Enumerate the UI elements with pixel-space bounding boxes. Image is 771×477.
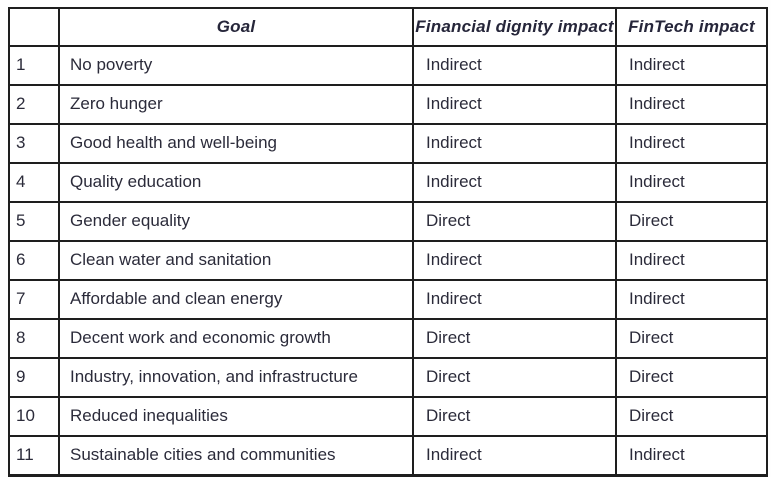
goal-number-cell: 1 <box>8 45 60 86</box>
fintech-impact-cell: Indirect <box>615 123 768 164</box>
goal-name-cell: Gender equality <box>58 201 414 242</box>
fintech-impact-cell: Direct <box>615 357 768 398</box>
table-row: 9 Industry, innovation, and infrastructu… <box>8 357 768 398</box>
financial-dignity-impact-cell: Direct <box>412 318 617 359</box>
goal-number-cell: 11 <box>8 435 60 477</box>
goal-name-cell: Affordable and clean energy <box>58 279 414 320</box>
goal-name-cell: Sustainable cities and communities <box>58 435 414 477</box>
table-row: 7 Affordable and clean energy Indirect I… <box>8 279 768 320</box>
fintech-impact-cell: Indirect <box>615 279 768 320</box>
goal-number-cell: 4 <box>8 162 60 203</box>
fintech-impact-cell: Indirect <box>615 435 768 477</box>
financial-dignity-impact-cell: Direct <box>412 396 617 437</box>
goal-number-cell: 10 <box>8 396 60 437</box>
fintech-impact-cell: Direct <box>615 201 768 242</box>
goal-name-cell: Quality education <box>58 162 414 203</box>
table-row: 11 Sustainable cities and communities In… <box>8 435 768 477</box>
goal-number-cell: 3 <box>8 123 60 164</box>
financial-dignity-impact-cell: Indirect <box>412 84 617 125</box>
table-row: 2 Zero hunger Indirect Indirect <box>8 84 768 125</box>
goal-name-cell: Industry, innovation, and infrastructure <box>58 357 414 398</box>
goal-name-cell: No poverty <box>58 45 414 86</box>
financial-dignity-impact-cell: Indirect <box>412 162 617 203</box>
header-goal: Goal <box>58 7 414 47</box>
goal-name-cell: Decent work and economic growth <box>58 318 414 359</box>
goal-number-cell: 6 <box>8 240 60 281</box>
financial-dignity-impact-cell: Indirect <box>412 45 617 86</box>
table-row: 1 No poverty Indirect Indirect <box>8 45 768 86</box>
table-row: 3 Good health and well-being Indirect In… <box>8 123 768 164</box>
table-header: Goal Financial dignity impact FinTech im… <box>8 7 768 47</box>
goal-name-cell: Reduced inequalities <box>58 396 414 437</box>
sdg-impact-table: Goal Financial dignity impact FinTech im… <box>8 7 768 477</box>
financial-dignity-impact-cell: Direct <box>412 201 617 242</box>
fintech-impact-cell: Indirect <box>615 240 768 281</box>
table-body: 1 No poverty Indirect Indirect 2 Zero hu… <box>8 45 768 477</box>
fintech-impact-cell: Indirect <box>615 84 768 125</box>
header-row: Goal Financial dignity impact FinTech im… <box>8 7 768 47</box>
financial-dignity-impact-cell: Indirect <box>412 435 617 477</box>
financial-dignity-impact-cell: Direct <box>412 357 617 398</box>
fintech-impact-cell: Direct <box>615 396 768 437</box>
table-row: 6 Clean water and sanitation Indirect In… <box>8 240 768 281</box>
header-fintech-impact: FinTech impact <box>615 7 768 47</box>
header-number <box>8 7 60 47</box>
goal-number-cell: 2 <box>8 84 60 125</box>
table-row: 10 Reduced inequalities Direct Direct <box>8 396 768 437</box>
financial-dignity-impact-cell: Indirect <box>412 279 617 320</box>
financial-dignity-impact-cell: Indirect <box>412 123 617 164</box>
fintech-impact-cell: Indirect <box>615 45 768 86</box>
fintech-impact-cell: Indirect <box>615 162 768 203</box>
goal-number-cell: 8 <box>8 318 60 359</box>
table-row: 5 Gender equality Direct Direct <box>8 201 768 242</box>
table-row: 4 Quality education Indirect Indirect <box>8 162 768 203</box>
goal-name-cell: Zero hunger <box>58 84 414 125</box>
fintech-impact-cell: Direct <box>615 318 768 359</box>
goal-number-cell: 9 <box>8 357 60 398</box>
goal-number-cell: 7 <box>8 279 60 320</box>
goal-name-cell: Clean water and sanitation <box>58 240 414 281</box>
goal-name-cell: Good health and well-being <box>58 123 414 164</box>
financial-dignity-impact-cell: Indirect <box>412 240 617 281</box>
header-financial-dignity-impact: Financial dignity impact <box>412 7 617 47</box>
goal-number-cell: 5 <box>8 201 60 242</box>
table-row: 8 Decent work and economic growth Direct… <box>8 318 768 359</box>
